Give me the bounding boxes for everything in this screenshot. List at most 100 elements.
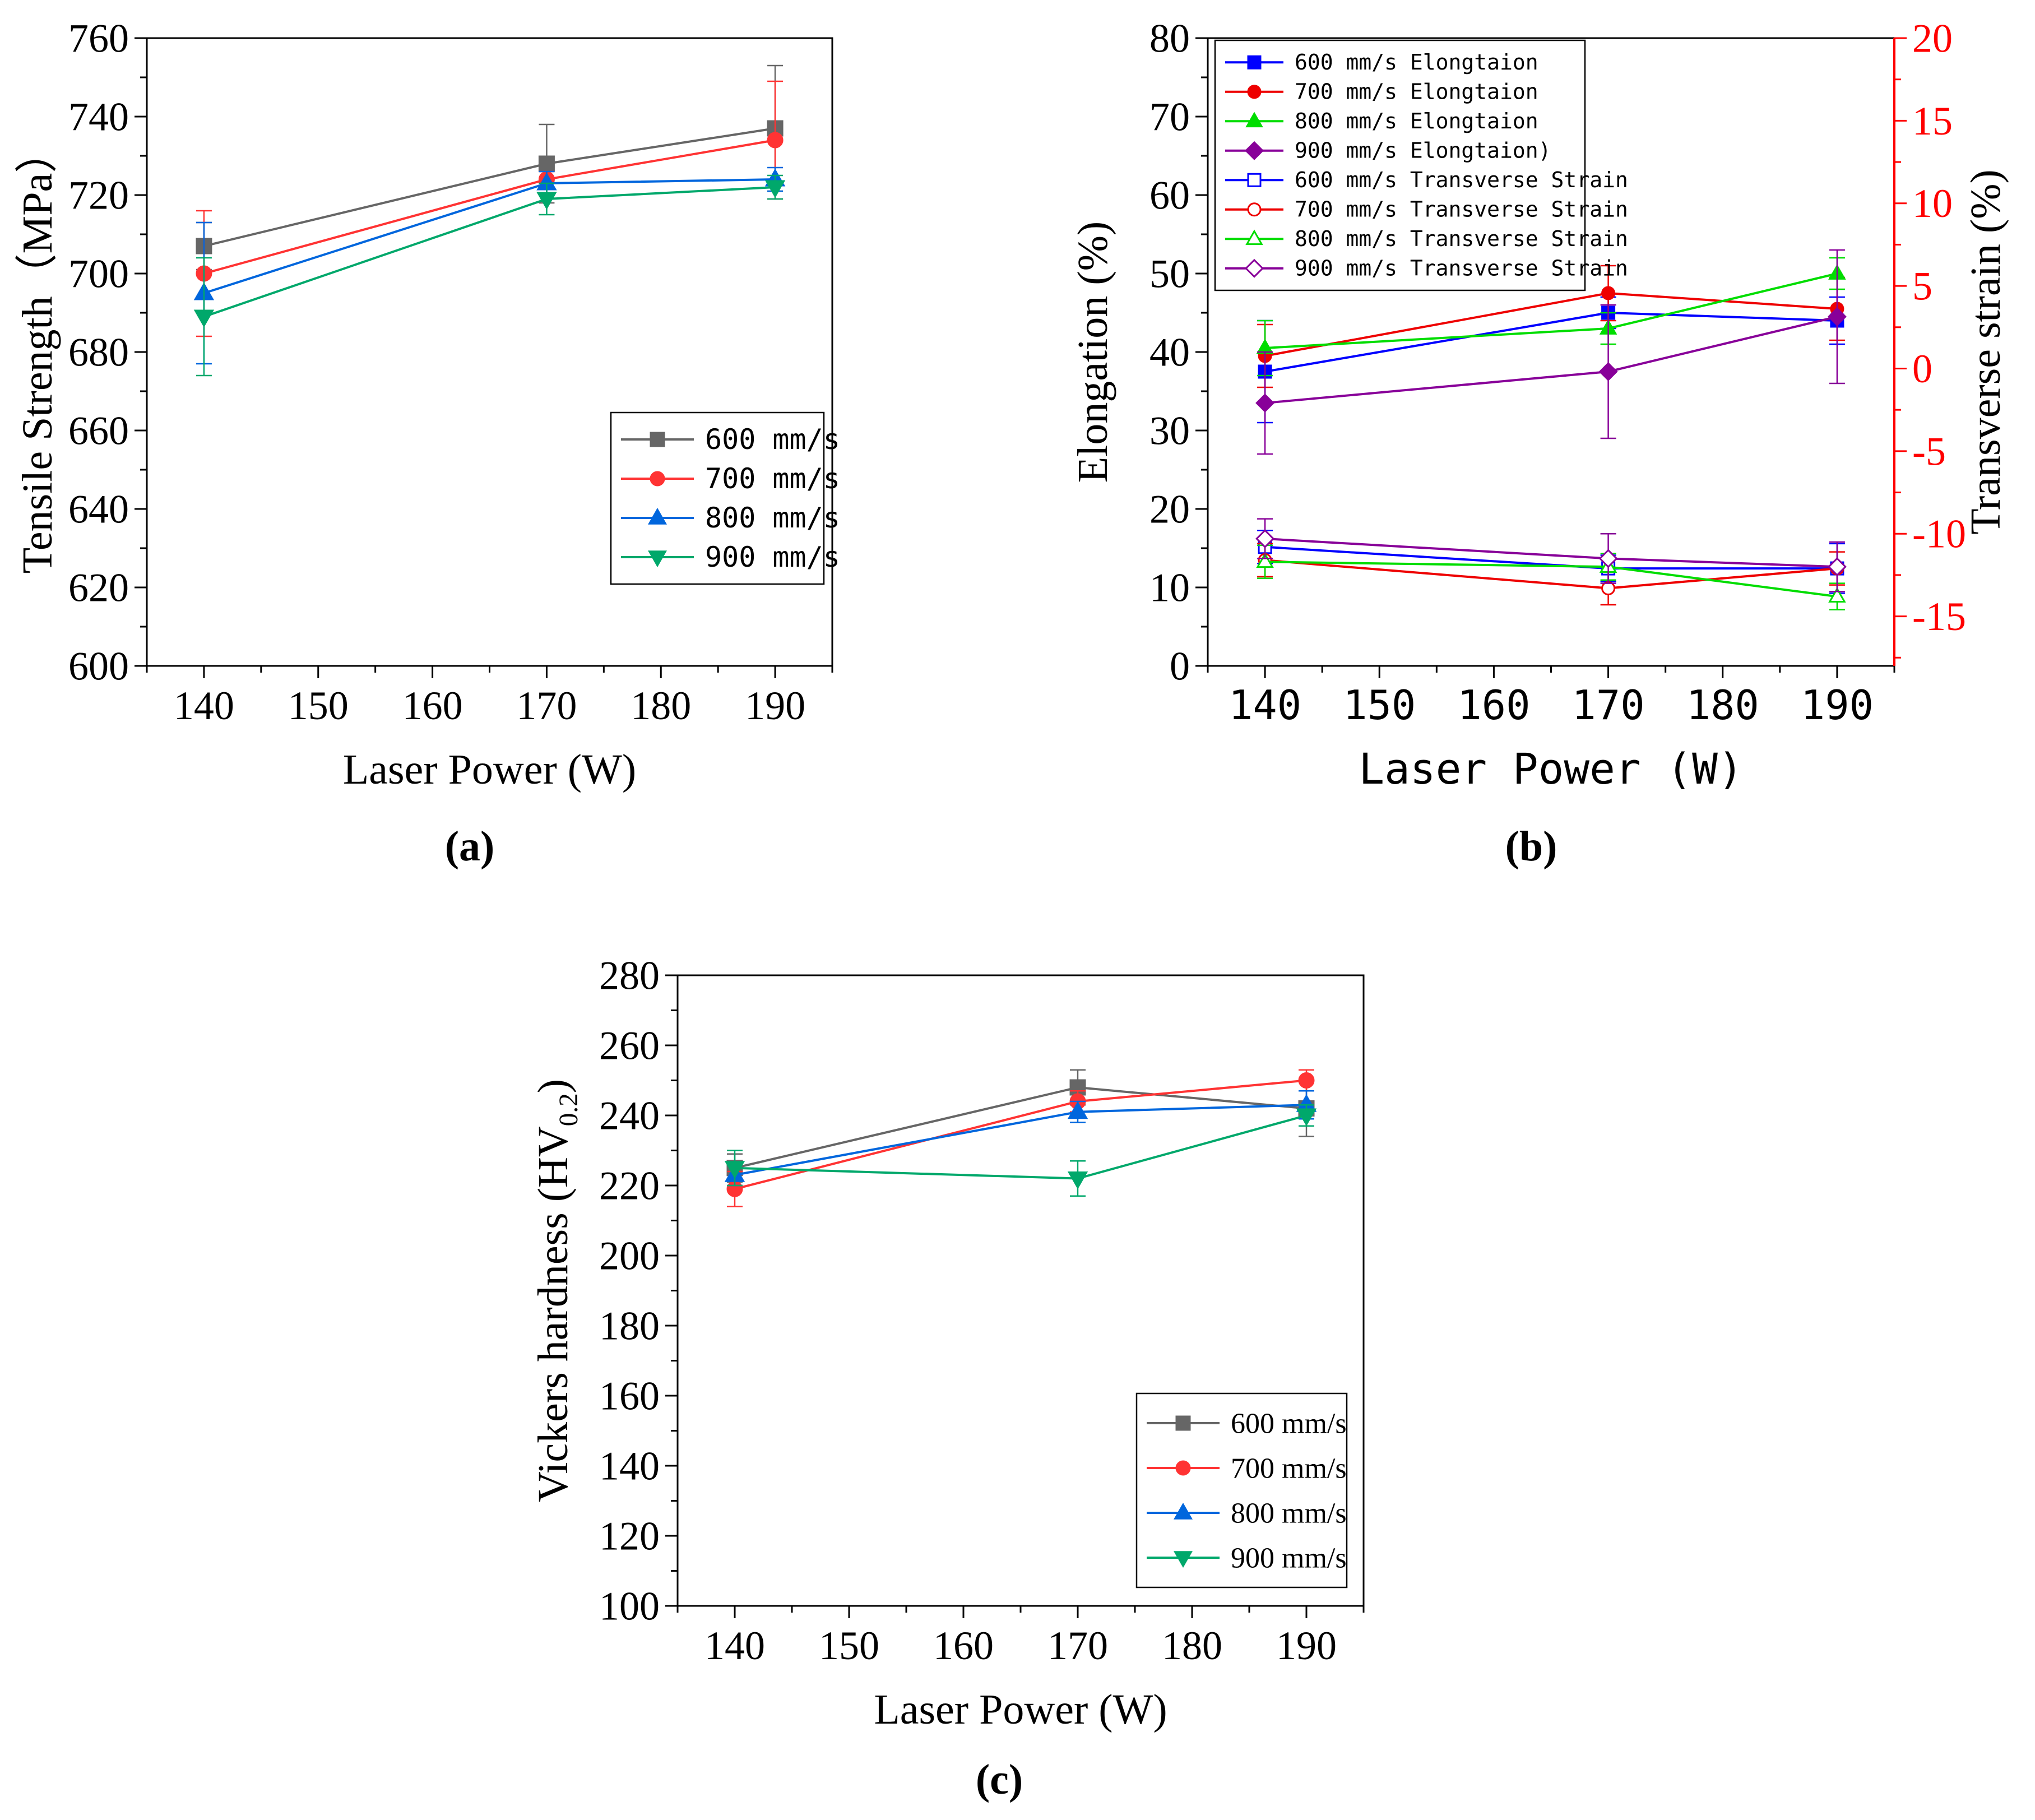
y-axis-label-main: Vickers hardness (HV <box>530 1126 577 1502</box>
legend-label: 700 mm/s Transverse Strain <box>1295 197 1628 222</box>
data-point <box>536 192 557 210</box>
y-axis-label: Tensile Strength（MPa） <box>14 131 61 574</box>
x-tick-label: 150 <box>819 1623 879 1668</box>
legend-label: 600 mm/s Elongtaion <box>1295 50 1538 75</box>
y-tick-label: 30 <box>1149 408 1190 453</box>
x-tick-label: 190 <box>1801 682 1874 729</box>
y-tick-label: 140 <box>599 1443 660 1488</box>
data-point <box>767 132 784 149</box>
data-point <box>764 180 786 198</box>
legend-swatch-marker <box>648 550 667 568</box>
right-y-tick-label: 0 <box>1912 346 1932 391</box>
legend-swatch-marker <box>1245 141 1264 160</box>
data-point <box>1067 1171 1088 1189</box>
y-tick-label: 100 <box>599 1583 660 1628</box>
legend-label: 800 mm/s <box>705 502 840 534</box>
y-tick-label: 620 <box>68 565 129 610</box>
y-tick-label: 660 <box>68 408 129 453</box>
x-tick-label: 160 <box>1457 682 1530 729</box>
legend-swatch-marker <box>1247 55 1262 70</box>
y-tick-label: 40 <box>1149 330 1190 374</box>
legend-box <box>1135 1392 1348 1589</box>
y-tick-label: 0 <box>1170 643 1190 688</box>
legend-swatch-marker <box>1247 202 1262 217</box>
panel-a-chart: 140 150 160 170 180 190 600 620 640 660 680 700 720 7… <box>14 16 840 870</box>
y-tick-label: 180 <box>599 1303 660 1348</box>
y-tick-label: 740 <box>68 94 129 139</box>
x-tick-label: 190 <box>745 683 805 728</box>
series-900-mm-s-elongtaion <box>1255 249 1847 455</box>
x-tick-label: 140 <box>1229 682 1301 729</box>
data-point <box>1256 552 1274 568</box>
legend: 600 mm/s 700 mm/s 800 mm/s 900 mm/s <box>610 411 840 585</box>
legend-swatch-marker <box>1174 1502 1193 1520</box>
x-tick-label: 150 <box>288 683 349 728</box>
panel-c-chart: 140 150 160 170 180 190 100 120 140 160 180 200 220 2… <box>530 953 1365 1803</box>
y-tick-label: 260 <box>599 1023 660 1068</box>
legend: 600 mm/s Elongtaion 700 mm/s Elongtaion 80… <box>1214 39 1628 291</box>
legend-label: 700 mm/s <box>1231 1453 1347 1485</box>
legend-label: 900 mm/s Elongtaion) <box>1295 138 1551 163</box>
data-point <box>724 1161 745 1179</box>
legend-swatch-marker <box>1245 112 1263 128</box>
x-axis-label: Laser Power (W) <box>343 746 636 793</box>
x-tick-label: 160 <box>402 683 463 728</box>
legend-label: 600 mm/s Transverse Strain <box>1295 168 1628 192</box>
legend-swatch-marker <box>1247 173 1262 187</box>
y-tick-label: 240 <box>599 1093 660 1138</box>
x-tick-label: 170 <box>516 683 577 728</box>
legend: 600 mm/s 700 mm/s 800 mm/s 900 mm/s <box>1135 1392 1348 1589</box>
legend-swatch-marker <box>1175 1415 1191 1431</box>
legend-label: 900 mm/s Transverse Strain <box>1295 256 1628 281</box>
y-tick-label: 720 <box>68 173 129 217</box>
series-900-mm-s <box>724 1104 1317 1197</box>
y-tick-label: 700 <box>68 251 129 296</box>
y-tick-label: 680 <box>68 330 129 374</box>
y-tick-label: 120 <box>599 1513 660 1558</box>
legend-label: 900 mm/s <box>1231 1543 1347 1574</box>
right-y-tick-label: 15 <box>1912 99 1953 143</box>
legend-swatch-marker <box>650 471 665 487</box>
legend-label: 800 mm/s Transverse Strain <box>1295 226 1628 251</box>
legend-swatch-marker <box>1247 85 1262 99</box>
x-tick-label: 140 <box>704 1623 765 1668</box>
y-axis-label-subscript: 0.2 <box>554 1093 583 1126</box>
data-point <box>1598 362 1618 381</box>
y-tick-label: 10 <box>1149 565 1190 610</box>
legend-swatch-marker <box>648 507 667 525</box>
right-y-tick-label: 5 <box>1912 264 1932 309</box>
right-y-axis-label: Transverse strain (%) <box>1962 169 2009 535</box>
y-tick-label: 220 <box>599 1163 660 1208</box>
y-tick-label: 280 <box>599 953 660 998</box>
y-tick-label: 50 <box>1149 251 1190 296</box>
right-y-tick-label: 10 <box>1912 181 1953 226</box>
x-axis-label: Laser Power (W) <box>874 1686 1167 1733</box>
y-tick-label: 70 <box>1149 94 1190 139</box>
data-point <box>1296 1108 1317 1127</box>
legend-label: 800 mm/s Elongtaion <box>1295 109 1538 133</box>
y-tick-label: 80 <box>1149 16 1190 61</box>
y-tick-label: 600 <box>68 643 129 688</box>
series-900-mm-s-transverse-strain <box>1255 518 1847 592</box>
legend-label: 700 mm/s Elongtaion <box>1295 80 1538 104</box>
right-y-tick-label: -15 <box>1912 594 1966 639</box>
y-tick-label: 760 <box>68 16 129 61</box>
data-point <box>1827 307 1847 326</box>
y-axis-label: Elongation (%) <box>1069 221 1116 483</box>
legend-swatch-marker <box>1175 1460 1191 1476</box>
panel-label: (b) <box>1505 823 1557 870</box>
legend-swatch-marker <box>1174 1551 1193 1568</box>
legend-label: 700 mm/s <box>705 462 840 495</box>
x-tick-label: 180 <box>631 683 691 728</box>
x-tick-label: 180 <box>1686 682 1759 729</box>
data-point <box>1601 286 1616 300</box>
data-point <box>1598 549 1618 568</box>
panel-b-chart: 140 150 160 170 180 19001020304050607080-15-1… <box>1069 16 2009 870</box>
legend-box <box>1214 39 1586 291</box>
legend-swatch-marker <box>1245 258 1264 278</box>
x-axis-label: Laser Power (W) <box>1359 744 1743 794</box>
x-tick-label: 140 <box>174 683 234 728</box>
series-900-mm-s <box>193 174 786 377</box>
y-tick-label: 20 <box>1149 487 1190 531</box>
legend-label: 600 mm/s <box>1231 1408 1347 1440</box>
